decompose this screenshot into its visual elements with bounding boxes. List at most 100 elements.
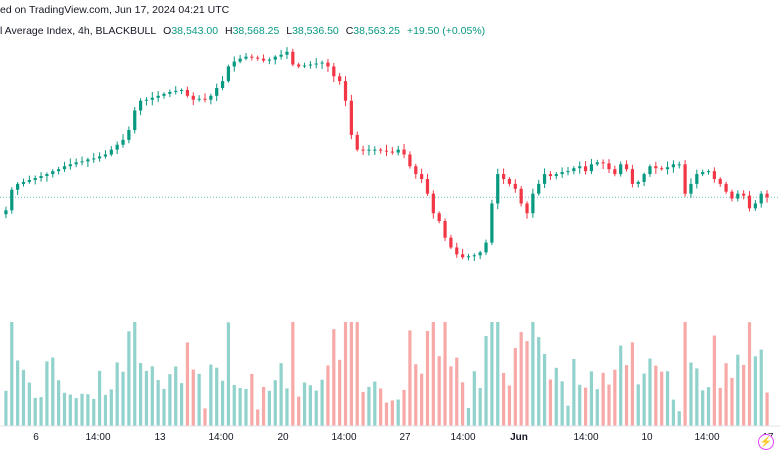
candle-body[interactable] bbox=[525, 203, 529, 214]
candle-body[interactable] bbox=[519, 188, 523, 204]
candle-body[interactable] bbox=[244, 56, 248, 59]
candle-body[interactable] bbox=[759, 193, 763, 204]
candle-body[interactable] bbox=[332, 66, 336, 77]
candle-body[interactable] bbox=[589, 164, 594, 172]
candle-body[interactable] bbox=[109, 149, 113, 155]
candle-body[interactable] bbox=[314, 63, 318, 65]
candle-body[interactable] bbox=[21, 181, 26, 184]
candle-body[interactable] bbox=[630, 169, 635, 184]
candle-body[interactable] bbox=[420, 174, 424, 179]
candle-body[interactable] bbox=[636, 181, 640, 184]
candle-body[interactable] bbox=[297, 64, 301, 67]
candle-body[interactable] bbox=[127, 130, 131, 140]
candle-body[interactable] bbox=[531, 193, 535, 214]
candle-body[interactable] bbox=[197, 98, 201, 100]
candle-body[interactable] bbox=[554, 174, 558, 177]
candle-body[interactable] bbox=[730, 191, 734, 199]
candle-body[interactable] bbox=[355, 134, 359, 150]
candle-body[interactable] bbox=[191, 95, 195, 100]
candle-body[interactable] bbox=[267, 59, 272, 61]
candle-body[interactable] bbox=[724, 183, 728, 192]
candle-body[interactable] bbox=[648, 166, 652, 175]
candle-body[interactable] bbox=[396, 149, 400, 153]
candle-body[interactable] bbox=[302, 65, 307, 67]
candle-body[interactable] bbox=[595, 162, 599, 165]
candle-body[interactable] bbox=[51, 171, 55, 175]
candle-body[interactable] bbox=[384, 150, 389, 152]
candle-body[interactable] bbox=[162, 93, 166, 96]
candle-body[interactable] bbox=[215, 87, 219, 96]
candle-body[interactable] bbox=[548, 174, 553, 177]
candle-body[interactable] bbox=[671, 164, 676, 168]
candle-body[interactable] bbox=[537, 183, 541, 194]
candle-body[interactable] bbox=[220, 81, 225, 88]
candle-body[interactable] bbox=[747, 195, 752, 209]
candle-body[interactable] bbox=[279, 54, 283, 57]
candle-body[interactable] bbox=[80, 161, 84, 163]
candle-body[interactable] bbox=[203, 98, 207, 100]
candle-body[interactable] bbox=[408, 154, 412, 167]
candle-body[interactable] bbox=[583, 166, 588, 172]
candle-body[interactable] bbox=[572, 168, 576, 172]
candle-body[interactable] bbox=[133, 110, 137, 131]
candle-body[interactable] bbox=[16, 183, 20, 190]
candle-body[interactable] bbox=[4, 210, 8, 215]
candle-body[interactable] bbox=[168, 91, 172, 94]
candle-body[interactable] bbox=[97, 156, 102, 159]
candle-body[interactable] bbox=[226, 66, 231, 82]
candle-body[interactable] bbox=[742, 193, 746, 196]
candle-body[interactable] bbox=[27, 179, 31, 182]
candle-body[interactable] bbox=[507, 178, 512, 184]
candle-body[interactable] bbox=[513, 183, 517, 189]
candle-body[interactable] bbox=[45, 174, 49, 177]
candle-body[interactable] bbox=[232, 61, 236, 67]
candle-body[interactable] bbox=[308, 64, 312, 66]
candle-body[interactable] bbox=[33, 178, 37, 180]
candle-body[interactable] bbox=[665, 167, 670, 170]
candle-body[interactable] bbox=[261, 58, 266, 61]
candle-body[interactable] bbox=[185, 89, 190, 96]
candle-body[interactable] bbox=[642, 174, 646, 182]
candle-body[interactable] bbox=[115, 144, 119, 150]
lightning-icon[interactable]: ⚡ bbox=[758, 434, 774, 450]
candle-body[interactable] bbox=[542, 174, 547, 184]
candle-body[interactable] bbox=[74, 162, 78, 165]
candle-body[interactable] bbox=[466, 256, 471, 258]
candle-body[interactable] bbox=[174, 90, 178, 92]
candle-body[interactable] bbox=[654, 166, 658, 169]
candle-body[interactable] bbox=[367, 149, 371, 151]
candle-body[interactable] bbox=[379, 149, 383, 151]
candle-body[interactable] bbox=[250, 56, 254, 58]
candle-body[interactable] bbox=[238, 58, 242, 62]
candle-body[interactable] bbox=[578, 166, 582, 169]
candle-body[interactable] bbox=[39, 176, 43, 179]
candle-body[interactable] bbox=[736, 193, 740, 199]
candle-body[interactable] bbox=[607, 163, 611, 170]
candle-body[interactable] bbox=[701, 172, 705, 175]
candle-body[interactable] bbox=[68, 164, 72, 167]
candle-body[interactable] bbox=[320, 62, 324, 64]
candle-body[interactable] bbox=[484, 242, 488, 253]
candle-body[interactable] bbox=[566, 171, 570, 173]
candle-body[interactable] bbox=[121, 139, 125, 145]
candle-body[interactable] bbox=[689, 183, 693, 194]
candle-body[interactable] bbox=[179, 89, 184, 91]
candle-body[interactable] bbox=[103, 154, 108, 157]
candle-body[interactable] bbox=[256, 57, 260, 59]
candle-body[interactable] bbox=[92, 158, 96, 160]
candle-body[interactable] bbox=[361, 149, 365, 151]
candle-body[interactable] bbox=[455, 247, 459, 255]
candle-body[interactable] bbox=[343, 81, 348, 101]
candle-body[interactable] bbox=[478, 252, 482, 256]
candle-body[interactable] bbox=[273, 56, 277, 60]
candle-body[interactable] bbox=[560, 172, 564, 175]
candle-body[interactable] bbox=[57, 169, 61, 172]
candle-body[interactable] bbox=[437, 213, 441, 222]
candle-body[interactable] bbox=[624, 164, 629, 170]
candle-body[interactable] bbox=[601, 162, 605, 164]
candle-body[interactable] bbox=[373, 149, 377, 151]
candle-body[interactable] bbox=[712, 171, 716, 179]
candle-body[interactable] bbox=[753, 203, 757, 209]
candle-body[interactable] bbox=[390, 151, 394, 153]
